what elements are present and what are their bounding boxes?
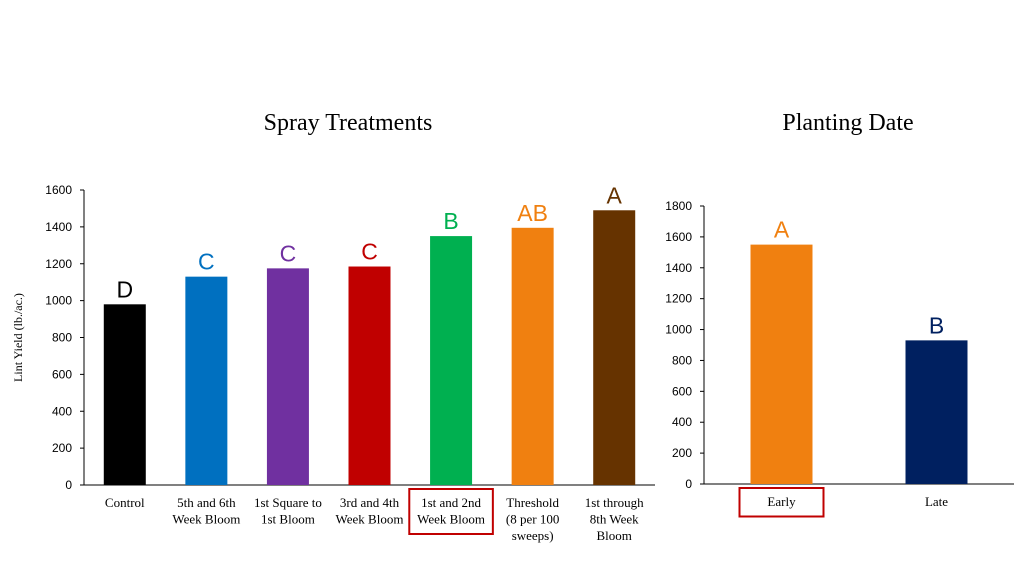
chart-title-spray-treatments: Spray Treatments xyxy=(263,110,433,136)
spray-highlight-box xyxy=(408,488,494,535)
spray-category-label: 8th Week xyxy=(590,512,639,527)
spray-y-tick-label: 800 xyxy=(52,331,72,345)
spray-bar xyxy=(511,227,554,485)
spray-bar xyxy=(103,304,146,485)
planting-y-tick-label: 1000 xyxy=(665,323,692,337)
planting-y-tick-label: 600 xyxy=(672,384,692,398)
planting-significance-letter: B xyxy=(929,312,944,338)
planting-y-tick-label: 200 xyxy=(672,446,692,460)
planting-category-label: Early xyxy=(767,494,796,509)
chart-title-planting-date: Planting Date xyxy=(782,110,914,136)
spray-significance-letter: C xyxy=(280,240,297,266)
spray-category-label: sweeps) xyxy=(512,528,554,543)
spray-y-tick-label: 400 xyxy=(52,404,72,418)
spray-significance-letter: C xyxy=(361,239,378,265)
spray-y-axis-label: Lint Yield (lb./ac.) xyxy=(11,293,25,382)
planting-y-tick-label: 1800 xyxy=(665,199,692,213)
spray-bar xyxy=(185,276,228,485)
spray-category-label: Week Bloom xyxy=(417,512,485,527)
spray-category-label: 1st through xyxy=(585,495,644,510)
spray-category-label: 1st Bloom xyxy=(261,512,315,527)
planting-y-tick-label: 800 xyxy=(672,353,692,367)
planting-y-tick-label: 1200 xyxy=(665,292,692,306)
spray-bar xyxy=(348,266,391,485)
spray-significance-letter: AB xyxy=(517,200,548,226)
spray-bar xyxy=(266,268,309,485)
spray-y-tick-label: 1600 xyxy=(45,183,72,197)
planting-y-tick-label: 0 xyxy=(685,477,692,491)
planting-y-tick-label: 1400 xyxy=(665,261,692,275)
spray-y-tick-label: 200 xyxy=(52,441,72,455)
spray-y-tick-label: 1200 xyxy=(45,257,72,271)
spray-category-label: 1st and 2nd xyxy=(421,495,481,510)
spray-y-tick-label: 600 xyxy=(52,367,72,381)
spray-category-label: Bloom xyxy=(597,528,632,543)
spray-category-label: Control xyxy=(105,495,145,510)
spray-y-tick-label: 1400 xyxy=(45,220,72,234)
spray-significance-letter: A xyxy=(607,182,623,208)
spray-significance-letter: C xyxy=(198,249,215,275)
spray-significance-letter: B xyxy=(443,208,458,234)
planting-y-tick-label: 400 xyxy=(672,415,692,429)
spray-category-label: 5th and 6th xyxy=(177,495,236,510)
spray-category-label: Threshold xyxy=(506,495,559,510)
spray-bar xyxy=(593,210,636,485)
planting-y-tick-label: 1600 xyxy=(665,230,692,244)
spray-category-label: Week Bloom xyxy=(336,512,404,527)
planting-bar xyxy=(905,340,968,484)
planting-highlight-box xyxy=(738,487,825,518)
spray-category-label: 3rd and 4th xyxy=(340,495,400,510)
spray-y-tick-label: 0 xyxy=(65,478,72,492)
spray-significance-letter: D xyxy=(116,276,133,302)
spray-category-label: (8 per 100 xyxy=(506,512,559,527)
planting-bar xyxy=(750,244,813,484)
planting-category-label: Late xyxy=(925,494,948,509)
spray-bar xyxy=(430,236,473,485)
spray-category-label: 1st Square to xyxy=(254,495,322,510)
spray-category-label: Week Bloom xyxy=(172,512,240,527)
spray-y-tick-label: 1000 xyxy=(45,294,72,308)
planting-significance-letter: A xyxy=(774,217,790,243)
